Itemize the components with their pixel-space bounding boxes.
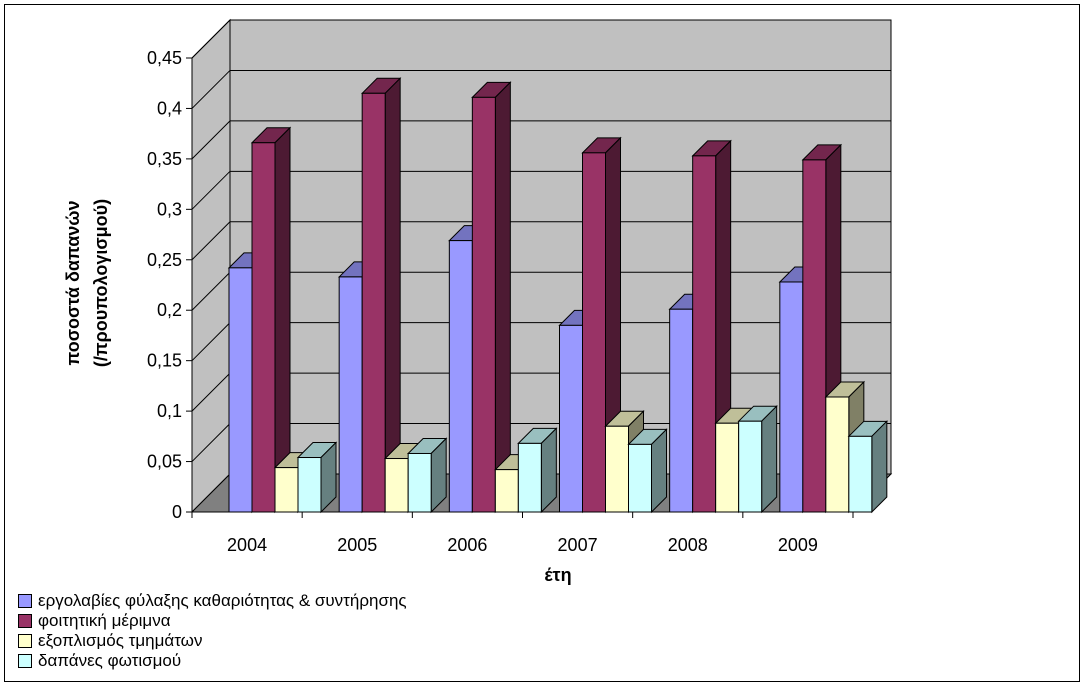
x-tick-label: 2005 — [337, 535, 377, 555]
x-tick-label: 2008 — [668, 535, 708, 555]
legend-item: εργολαβίες φύλαξης καθαριότητας & συντήρ… — [15, 591, 407, 611]
legend-label: φοιτητική μέριμνα — [38, 611, 171, 630]
x-tick-label: 2009 — [778, 535, 818, 555]
y-tick-label: 0,1 — [157, 401, 182, 421]
bar — [692, 155, 717, 513]
bar — [251, 142, 276, 513]
bar — [384, 458, 409, 513]
bar — [738, 420, 763, 513]
legend-label: εργολαβίες φύλαξης καθαριότητας & συντήρ… — [38, 591, 407, 610]
bar — [407, 452, 432, 513]
chart-svg: 0 0,05 0,1 0,15 0,2 0,25 0,3 0,35 0,4 0,45 2004 200… — [63, 18, 893, 585]
grid-line — [191, 221, 891, 261]
grid-line — [191, 69, 891, 109]
bar — [228, 267, 253, 513]
legend-item: δαπάνες φωτισμού — [15, 651, 181, 671]
labels-group: 0 0,05 0,1 0,15 0,2 0,25 0,3 0,35 0,4 0,45 2004 200… — [63, 48, 818, 585]
side-wall — [191, 18, 231, 514]
bar — [517, 442, 542, 513]
grid-line — [191, 170, 891, 210]
x-tick-label: 2004 — [227, 535, 267, 555]
legend-label: εξοπλισμός τμημάτων — [38, 631, 203, 650]
bar — [628, 443, 652, 513]
y-tick-label: 0,05 — [147, 452, 182, 472]
y-tick-label: 0,25 — [147, 250, 182, 270]
legend-swatch — [18, 634, 32, 648]
y-tick-label: 0,15 — [147, 351, 182, 371]
legend: εργολαβίες φύλαξης καθαριότητας & συντήρ… — [15, 591, 610, 677]
bar — [274, 467, 299, 513]
legend-item: φοιτητική μέριμνα — [15, 611, 171, 631]
bar — [338, 276, 363, 513]
grid-line — [191, 120, 891, 160]
bar — [297, 457, 322, 513]
bar-side — [540, 427, 557, 514]
x-tick-label: 2007 — [558, 535, 598, 555]
legend-swatch — [18, 654, 32, 668]
bar — [669, 308, 694, 513]
axes-group — [186, 57, 854, 518]
bar-side — [871, 420, 888, 514]
x-axis-title: έτη — [544, 565, 571, 585]
bar-side — [761, 404, 778, 514]
bar — [361, 92, 386, 513]
bar — [825, 396, 850, 513]
y-tick-label: 0,3 — [157, 199, 182, 219]
y-tick-label: 0,35 — [147, 149, 182, 169]
bar — [715, 422, 740, 513]
y-tick-label: 0,4 — [157, 98, 182, 118]
legend-swatch — [18, 594, 32, 608]
legend-swatch — [18, 614, 32, 628]
bar-side — [651, 428, 667, 514]
bar — [559, 324, 583, 513]
bar — [582, 152, 606, 513]
y-tick-label: 0,2 — [157, 300, 182, 320]
bar — [471, 96, 496, 513]
bar-side — [494, 81, 511, 514]
y-tick-label: 0 — [172, 502, 182, 522]
bar — [779, 281, 804, 513]
x-tick-label: 2006 — [447, 535, 487, 555]
grid-line — [191, 19, 891, 59]
bar — [848, 435, 873, 513]
y-axis-title: ποσοστά δαπανών — [63, 200, 83, 365]
bars-group — [227, 77, 889, 514]
legend-item: εξοπλισμός τμημάτων — [15, 631, 202, 651]
bar — [802, 159, 827, 513]
bar — [605, 425, 629, 513]
legend-label: δαπάνες φωτισμού — [38, 651, 182, 670]
y-tick-label: 0,45 — [147, 48, 182, 68]
bar — [494, 469, 519, 513]
bar — [448, 240, 473, 513]
chart-frame: 0 0,05 0,1 0,15 0,2 0,25 0,3 0,35 0,4 0,45 2004 200… — [4, 4, 1080, 682]
y-axis-title: (/προυπολογισμού) — [91, 199, 111, 367]
